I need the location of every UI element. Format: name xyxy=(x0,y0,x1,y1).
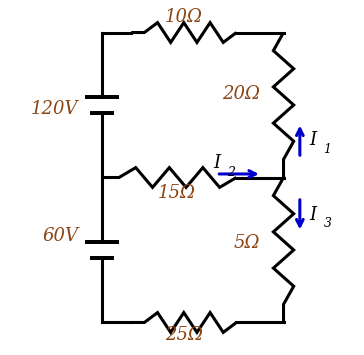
Text: 15Ω: 15Ω xyxy=(158,184,195,202)
Text: 20Ω: 20Ω xyxy=(222,86,260,103)
Text: 60V: 60V xyxy=(43,227,79,245)
Text: 2: 2 xyxy=(228,166,236,179)
Text: 3: 3 xyxy=(324,217,331,230)
Text: I: I xyxy=(309,206,316,224)
Text: 5Ω: 5Ω xyxy=(234,234,260,252)
Text: 25Ω: 25Ω xyxy=(165,326,203,344)
Text: 10Ω: 10Ω xyxy=(165,7,203,26)
Text: I: I xyxy=(213,154,220,173)
Text: 1: 1 xyxy=(324,143,331,156)
Text: I: I xyxy=(309,131,316,149)
Text: 120V: 120V xyxy=(31,99,79,118)
